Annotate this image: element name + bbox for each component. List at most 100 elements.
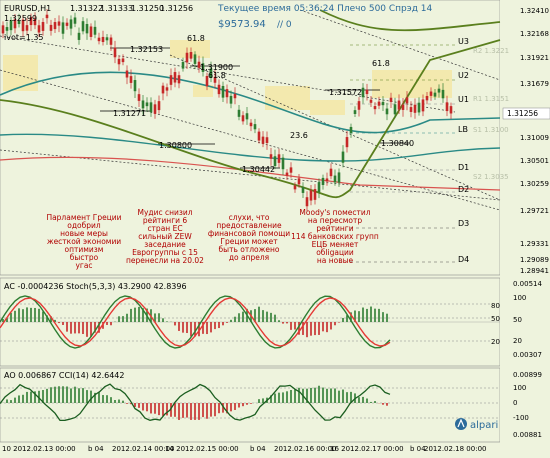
candle-body <box>365 89 369 95</box>
price-tick: 1.29721 <box>520 207 549 215</box>
stoch-level-label: 80 <box>491 302 500 310</box>
candle-body <box>189 52 193 59</box>
candle-body <box>417 102 421 113</box>
cci-axis-tick: 0.00899 <box>513 371 542 379</box>
cci-panel[interactable] <box>0 367 501 443</box>
candle-body <box>413 104 417 113</box>
candle-body <box>133 80 137 92</box>
candle-body <box>349 126 353 134</box>
tl-label: 1.32599 <box>4 14 37 23</box>
main-panel[interactable] <box>0 0 501 276</box>
candle-body <box>169 75 173 85</box>
candle-body <box>313 189 317 200</box>
candle-body <box>17 20 21 25</box>
pivot-level-label: D2 <box>458 185 469 194</box>
candle-body <box>445 102 449 112</box>
candle-body <box>353 110 357 114</box>
price-tick: 1.30501 <box>520 157 549 165</box>
candle-body <box>53 22 57 30</box>
zero-label: // 0 <box>277 20 292 30</box>
candle-body <box>73 17 77 24</box>
time-tick: b 04 <box>410 445 426 453</box>
symbol-label: EURUSD,H1 <box>4 4 51 13</box>
pivot-level-label: U1 <box>458 95 469 104</box>
price-tick: 1.32168 <box>520 30 549 38</box>
main-chart-drawing <box>0 8 501 263</box>
candle-body <box>105 37 109 41</box>
candle-body <box>21 19 25 32</box>
ma-slow <box>0 39 501 199</box>
candle-body <box>441 89 445 99</box>
candle-body <box>217 84 221 95</box>
level-label: 1.31271 <box>113 109 146 118</box>
price-tick: 1.28941 <box>520 267 549 275</box>
cci-drawing <box>0 383 500 422</box>
candle-body <box>285 172 289 176</box>
price-tick: 1.29331 <box>520 240 549 248</box>
candle-body <box>97 37 101 42</box>
pivot-level-label: D3 <box>458 219 469 228</box>
candle-body <box>101 36 105 43</box>
server-time: Текущее время 05:36:24 Плечо 500 Спрэд 1… <box>217 4 433 14</box>
stoch-axis-tick: 100 <box>513 294 526 302</box>
candle-body <box>249 122 253 127</box>
candle-body <box>113 47 117 58</box>
candle-body <box>225 89 229 98</box>
candle-body <box>145 102 149 107</box>
candle-body <box>233 93 237 99</box>
candle-body <box>289 167 293 173</box>
candle-body <box>401 104 405 110</box>
news-annotation: Moody's поместил на пересмотр рейтинги 114 … <box>291 208 379 265</box>
candle-body <box>129 76 133 83</box>
pivot-level-label: U2 <box>458 71 469 80</box>
news-annotation: слухи, что предоставление финансовой помощ… <box>208 213 290 262</box>
candle-body <box>213 76 217 83</box>
candle-body <box>157 101 161 111</box>
price-tick: 1.32410 <box>520 7 549 15</box>
stoch-level-label: 50 <box>491 315 500 323</box>
candle-body <box>49 24 53 31</box>
candle-body <box>421 99 425 112</box>
candle-body <box>109 37 113 45</box>
cci-header: AO 0.006867 CCI(14) 42.6442 <box>4 371 124 380</box>
candle-body <box>369 99 373 103</box>
candle-body <box>381 101 385 106</box>
candle-body <box>117 58 121 65</box>
candle-body <box>37 25 41 33</box>
candle-body <box>153 104 157 114</box>
candle-body <box>201 63 205 72</box>
candle-body <box>165 87 169 91</box>
ma-slow-2 <box>319 9 501 32</box>
price-tick: 1.30259 <box>520 180 549 188</box>
news-annotation: Парламент Греции одобрил новые меры жесткой… <box>46 213 121 270</box>
candle-body <box>9 20 13 31</box>
fib-zone <box>310 100 345 115</box>
time-tick: 10 2012.02.13 00:00 <box>2 445 76 453</box>
candle-body <box>317 182 321 193</box>
cci-axis-tick: 0 <box>513 399 517 407</box>
candle-body <box>265 137 269 143</box>
candle-body <box>81 21 85 32</box>
price-tick: 1.31921 <box>520 54 549 62</box>
candle-body <box>373 106 377 110</box>
candle-body <box>277 154 281 163</box>
candle-body <box>449 106 453 114</box>
candle-body <box>229 95 233 104</box>
candle-body <box>409 107 413 112</box>
pivot-level-label: U3 <box>458 37 469 46</box>
candle-body <box>337 172 341 183</box>
level-label: 1.30840 <box>381 139 414 148</box>
time-tick: 2012.02.18 00:00 <box>424 445 486 453</box>
stoch-drawing <box>0 295 500 349</box>
candle-body <box>281 157 285 170</box>
time-tick: b 04 <box>250 445 266 453</box>
cci-axis-tick: -100 <box>513 414 529 422</box>
pivot-r-label: S1 1.3100 <box>473 126 509 134</box>
fib-zone <box>3 55 38 91</box>
news-annotation: Мудис снизил рейтинги 6 стран ЕС сильный ZE… <box>126 208 204 265</box>
candle-body <box>177 75 181 84</box>
candle-body <box>261 136 265 144</box>
alpari-logo: alpari <box>455 418 498 431</box>
